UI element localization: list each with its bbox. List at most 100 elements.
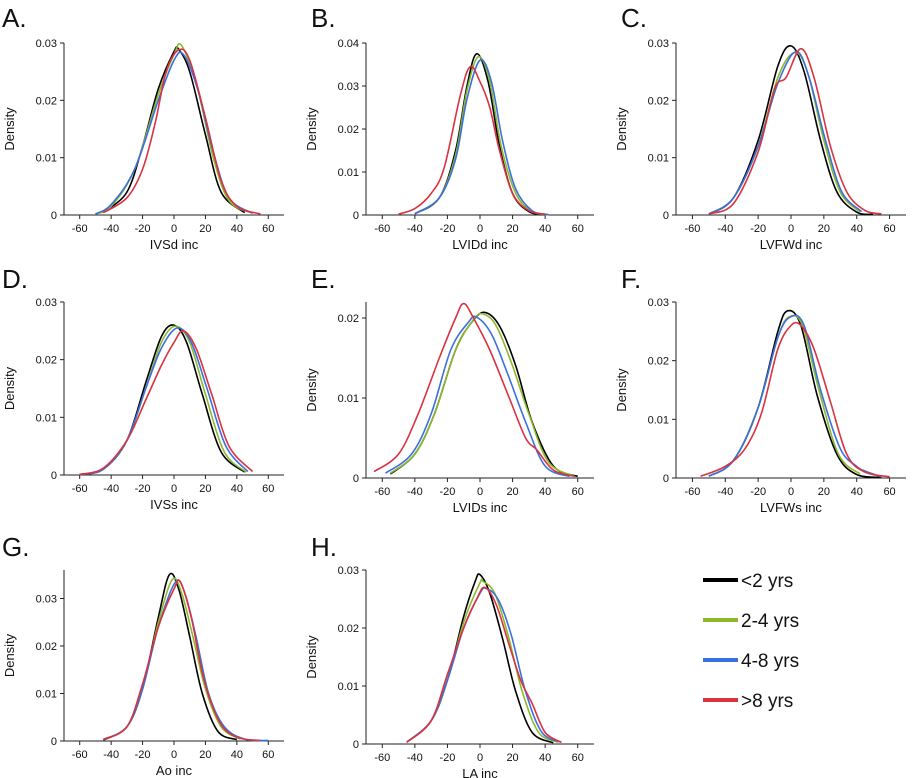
panel-letter: E. xyxy=(311,264,336,294)
x-tick-label: -20 xyxy=(439,752,455,764)
x-tick-label: -20 xyxy=(439,486,455,498)
x-tick-label: -40 xyxy=(103,223,119,235)
y-tick-label: 0.02 xyxy=(36,641,57,653)
density-curve-3 xyxy=(102,579,261,742)
panel-g: G. 0 0.01 0.02 0.03 -60 -40 -20 0 20 40 60 Ao inc Den… xyxy=(2,532,284,778)
density-curve-1 xyxy=(414,55,549,216)
panel-letter: B. xyxy=(311,3,336,33)
panel-d: D. 0 0.01 0.02 0.03 -60 -40 -20 0 20 40 60 IVSs inc D… xyxy=(2,264,284,512)
x-tick-label: 60 xyxy=(262,483,274,495)
x-tick-label: 0 xyxy=(477,752,483,764)
panel-f: F. 0 0.01 0.02 0.03 -60 -40 -20 0 20 40 60 LVFWs inc… xyxy=(614,264,906,515)
density-curve-2 xyxy=(708,50,863,215)
density-curve-3 xyxy=(406,586,562,744)
x-tick-label: 60 xyxy=(883,223,895,235)
x-tick-label: 40 xyxy=(539,486,551,498)
x-tick-label: 40 xyxy=(851,486,863,498)
x-tick-label: -40 xyxy=(407,486,423,498)
legend-item: 2-4 yrs xyxy=(703,611,799,632)
y-axis-label: Density xyxy=(614,107,629,151)
x-axis-label: LVIDs inc xyxy=(453,500,508,515)
x-tick-label: -60 xyxy=(374,752,390,764)
x-tick-label: -40 xyxy=(103,483,119,495)
y-tick-label: 0.03 xyxy=(36,38,57,50)
x-tick-label: 20 xyxy=(199,223,211,235)
x-axis-label: IVSs inc xyxy=(150,497,198,512)
density-curve-2 xyxy=(385,315,570,478)
panel-b: B. 0 0.01 0.02 0.03 0.04 -60 -40 -20 0 20 40 60 LVIDd… xyxy=(304,3,594,252)
y-tick-label: 0.01 xyxy=(338,681,359,693)
x-tick-label: -60 xyxy=(374,223,390,235)
panel-letter: D. xyxy=(2,264,28,294)
x-tick-label: 60 xyxy=(572,223,584,235)
density-curve-0 xyxy=(414,53,546,216)
density-curve-3 xyxy=(79,329,254,476)
x-axis-label: LA inc xyxy=(462,766,498,778)
y-tick-label: 0.02 xyxy=(648,95,669,107)
y-tick-label: 0.01 xyxy=(338,393,359,405)
density-curve-1 xyxy=(95,42,253,215)
y-tick-label: 0.02 xyxy=(338,124,359,136)
y-tick-label: 0.02 xyxy=(36,355,57,367)
y-tick-label: 0.04 xyxy=(338,38,359,50)
density-curve-1 xyxy=(102,577,241,741)
x-tick-label: 40 xyxy=(231,483,243,495)
y-tick-label: 0.01 xyxy=(648,153,669,165)
y-tick-label: 0.03 xyxy=(36,594,57,606)
x-tick-label: 60 xyxy=(883,486,895,498)
y-tick-label: 0.01 xyxy=(36,412,57,424)
x-tick-label: -40 xyxy=(103,749,119,761)
x-tick-label: 20 xyxy=(199,749,211,761)
density-curve-1 xyxy=(708,51,861,215)
x-tick-label: -20 xyxy=(135,483,151,495)
x-tick-label: -20 xyxy=(135,223,151,235)
y-tick-label: 0 xyxy=(51,736,57,748)
y-tick-label: 0.02 xyxy=(36,95,57,107)
x-axis-label: Ao inc xyxy=(156,763,193,778)
y-tick-label: 0 xyxy=(51,210,57,222)
y-axis-label: Density xyxy=(614,368,629,412)
x-tick-label: -20 xyxy=(135,749,151,761)
x-axis-label: IVSd inc xyxy=(150,237,199,252)
density-curve-2 xyxy=(414,58,549,216)
panel-letter: C. xyxy=(621,3,647,33)
x-tick-label: 20 xyxy=(818,486,830,498)
density-curve-2 xyxy=(79,327,249,476)
y-tick-label: 0.02 xyxy=(648,356,669,368)
y-tick-label: 0.01 xyxy=(648,414,669,426)
y-axis-label: Density xyxy=(304,368,319,412)
legend-label: <2 yrs xyxy=(741,571,793,592)
panel-a: A. 0 0.01 0.02 0.03 -60 -40 -20 0 20 40 60 IVSd inc D… xyxy=(2,3,284,252)
legend-label: >8 yrs xyxy=(741,691,793,712)
x-tick-label: 40 xyxy=(851,223,863,235)
density-curve-1 xyxy=(389,312,575,478)
x-tick-label: -40 xyxy=(407,223,423,235)
density-curve-2 xyxy=(708,314,882,478)
y-axis-label: Density xyxy=(304,107,319,151)
y-axis-label: Density xyxy=(304,635,319,679)
x-tick-label: -40 xyxy=(717,486,733,498)
x-tick-label: 20 xyxy=(506,486,518,498)
y-tick-label: 0.03 xyxy=(648,38,669,50)
x-tick-label: 0 xyxy=(171,483,177,495)
y-tick-label: 0.02 xyxy=(338,313,359,325)
y-tick-label: 0.03 xyxy=(648,297,669,309)
x-tick-label: -60 xyxy=(684,223,700,235)
density-curve-0 xyxy=(708,45,874,216)
x-tick-label: -60 xyxy=(72,749,88,761)
x-axis-label: LVFWs inc xyxy=(760,500,822,515)
y-tick-label: 0 xyxy=(353,473,359,485)
legend-item: 4-8 yrs xyxy=(703,651,799,672)
x-tick-label: 60 xyxy=(572,752,584,764)
x-tick-label: 20 xyxy=(506,752,518,764)
density-curve-3 xyxy=(700,321,890,478)
panel-c: C. 0 0.01 0.02 0.03 -60 -40 -20 0 20 40 60 LVFWd inc… xyxy=(614,3,906,252)
density-curve-2 xyxy=(94,51,254,215)
x-tick-label: 60 xyxy=(262,223,274,235)
y-tick-label: 0 xyxy=(663,210,669,222)
y-axis-label: Density xyxy=(2,633,17,677)
density-curve-2 xyxy=(102,579,269,742)
panel-e: E. 0 0.01 0.02 -60 -40 -20 0 20 40 60 LVIDs inc Dens… xyxy=(304,264,594,515)
panel-letter: H. xyxy=(311,532,337,562)
y-tick-label: 0 xyxy=(353,739,359,751)
